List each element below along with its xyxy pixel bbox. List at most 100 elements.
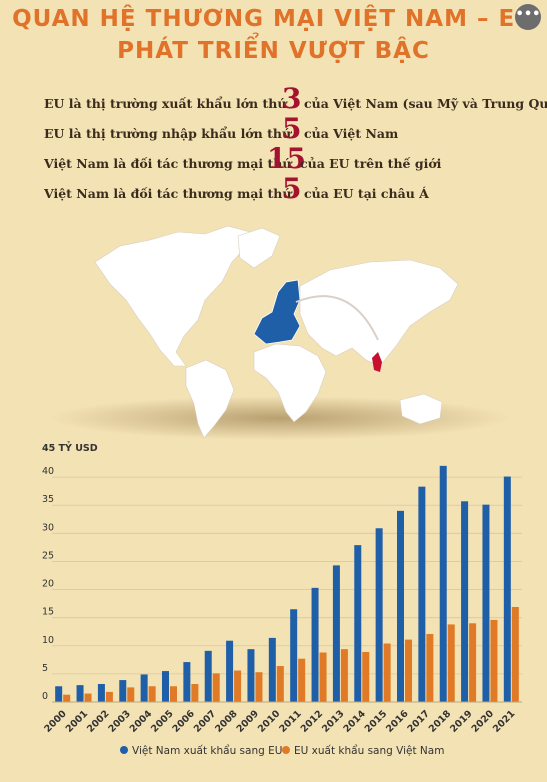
bar-import-2017 <box>426 633 434 702</box>
bar-export-2015 <box>375 528 383 702</box>
y-tick-label: 35 <box>42 494 54 505</box>
bar-export-2010 <box>268 637 276 702</box>
bar-export-2014 <box>354 545 362 702</box>
bar-import-2006 <box>191 684 199 702</box>
x-tick-label: 2020 <box>470 708 497 735</box>
australia-shape <box>399 393 443 425</box>
fact-text: của EU trên thế giới <box>300 156 442 171</box>
fact-number: 3 <box>282 82 302 115</box>
y-tick-label: 30 <box>42 522 54 533</box>
bar-export-2016 <box>397 510 404 702</box>
x-tick-label: 2015 <box>363 708 389 734</box>
bar-export-2003 <box>119 680 127 702</box>
bar-import-2011 <box>298 658 306 702</box>
africa-shape <box>253 343 327 423</box>
x-tick-label: 2008 <box>213 708 240 735</box>
fact-number: 5 <box>282 172 302 205</box>
x-tick-label: 2002 <box>85 708 111 734</box>
bar-import-2002 <box>105 691 113 702</box>
x-tick-label: 2007 <box>192 708 218 734</box>
bar-export-2006 <box>183 662 191 702</box>
trade-arc <box>295 295 379 341</box>
x-tick-label: 2009 <box>235 708 261 734</box>
fact-text: EU là thị trường xuất khẩu lớn thứ <box>44 96 287 111</box>
bar-export-2007 <box>204 650 212 702</box>
bar-export-2017 <box>418 486 426 702</box>
world-map <box>50 225 510 440</box>
bar-import-2010 <box>276 666 284 702</box>
bar-export-2000 <box>55 686 63 702</box>
x-tick-label: 2006 <box>171 708 198 735</box>
bar-export-2020 <box>482 504 490 702</box>
bar-import-2016 <box>405 639 412 702</box>
bar-import-2021 <box>511 606 519 702</box>
bar-export-2019 <box>461 501 469 702</box>
x-tick-label: 2001 <box>64 708 90 734</box>
fact-text: EU là thị trường nhập khẩu lớn thứ <box>44 126 292 141</box>
bar-import-2020 <box>490 619 498 702</box>
y-tick-label: 10 <box>42 635 54 646</box>
bar-export-2011 <box>290 609 298 702</box>
y-tick-label: 40 <box>42 466 54 477</box>
legend-label: Việt Nam xuất khẩu sang EU <box>132 745 283 757</box>
page-title-line1: QUAN HỆ THƯƠNG MẠI VIỆT NAM – EU <box>12 6 535 32</box>
y-tick-label: 0 <box>42 691 48 702</box>
legend-dot-blue <box>120 746 128 754</box>
north-america-shape <box>94 225 251 367</box>
legend-item-export: Việt Nam xuất khẩu sang EU <box>120 745 282 757</box>
bar-import-2012 <box>319 652 327 702</box>
x-tick-label: 2018 <box>427 708 454 735</box>
x-tick-label: 2013 <box>320 708 346 734</box>
bar-import-2014 <box>362 651 370 702</box>
bar-import-2007 <box>212 673 220 702</box>
legend-label: EU xuất khẩu sang Việt Nam <box>294 745 445 757</box>
bar-import-2008 <box>234 670 242 702</box>
bar-export-2001 <box>76 685 84 702</box>
more-options-button[interactable]: ••• <box>515 4 541 30</box>
bar-export-2009 <box>247 649 255 702</box>
bar-export-2021 <box>503 476 511 702</box>
bar-import-2000 <box>63 694 71 702</box>
page-title-line2: PHÁT TRIỂN VƯỢT BẬC <box>117 38 430 64</box>
bar-import-2018 <box>447 624 455 702</box>
x-tick-label: 2000 <box>42 708 69 735</box>
x-tick-label: 2017 <box>406 708 432 734</box>
fact-text: của Việt Nam <box>304 126 399 141</box>
bar-import-2003 <box>127 687 135 702</box>
fact-text: Việt Nam là đối tác thương mại thứ <box>44 186 292 201</box>
x-tick-label: 2016 <box>384 708 411 735</box>
y-tick-label: 5 <box>42 663 48 674</box>
vietnam-region-shape <box>372 352 382 372</box>
x-tick-label: 2011 <box>277 708 303 734</box>
y-tick-label: 25 <box>42 550 54 561</box>
fact-text: Việt Nam là đối tác thương mại thứ <box>44 156 292 171</box>
bar-export-2005 <box>162 671 169 702</box>
x-tick-label: 2005 <box>149 708 175 734</box>
greenland-shape <box>237 227 281 269</box>
bar-import-2004 <box>148 686 156 702</box>
y-tick-label: 15 <box>42 607 54 618</box>
bar-export-2008 <box>226 640 234 702</box>
bar-import-2015 <box>383 643 391 702</box>
x-tick-label: 2003 <box>106 708 132 734</box>
x-tick-label: 2014 <box>341 708 368 735</box>
bar-import-2005 <box>170 686 177 702</box>
fact-text: của EU tại châu Á <box>304 186 429 201</box>
fact-number: 15 <box>267 142 306 175</box>
x-tick-label: 2010 <box>256 708 283 735</box>
x-tick-label: 2012 <box>299 708 325 734</box>
asia-shape <box>299 259 459 367</box>
fact-text: của Việt Nam (sau Mỹ và Trung Quốc) <box>304 96 547 111</box>
map-shadow <box>50 396 510 440</box>
bar-import-2019 <box>469 623 477 702</box>
y-tick-label: 20 <box>42 579 54 590</box>
y-axis-label: 45 TỶ USD <box>42 442 98 454</box>
bar-import-2001 <box>84 693 92 702</box>
x-tick-label: 2021 <box>491 708 517 734</box>
fact-number: 5 <box>282 112 302 145</box>
bar-export-2018 <box>439 465 447 702</box>
south-america-shape <box>185 359 235 439</box>
legend-item-import: EU xuất khẩu sang Việt Nam <box>282 745 444 757</box>
bar-export-2013 <box>332 565 340 702</box>
